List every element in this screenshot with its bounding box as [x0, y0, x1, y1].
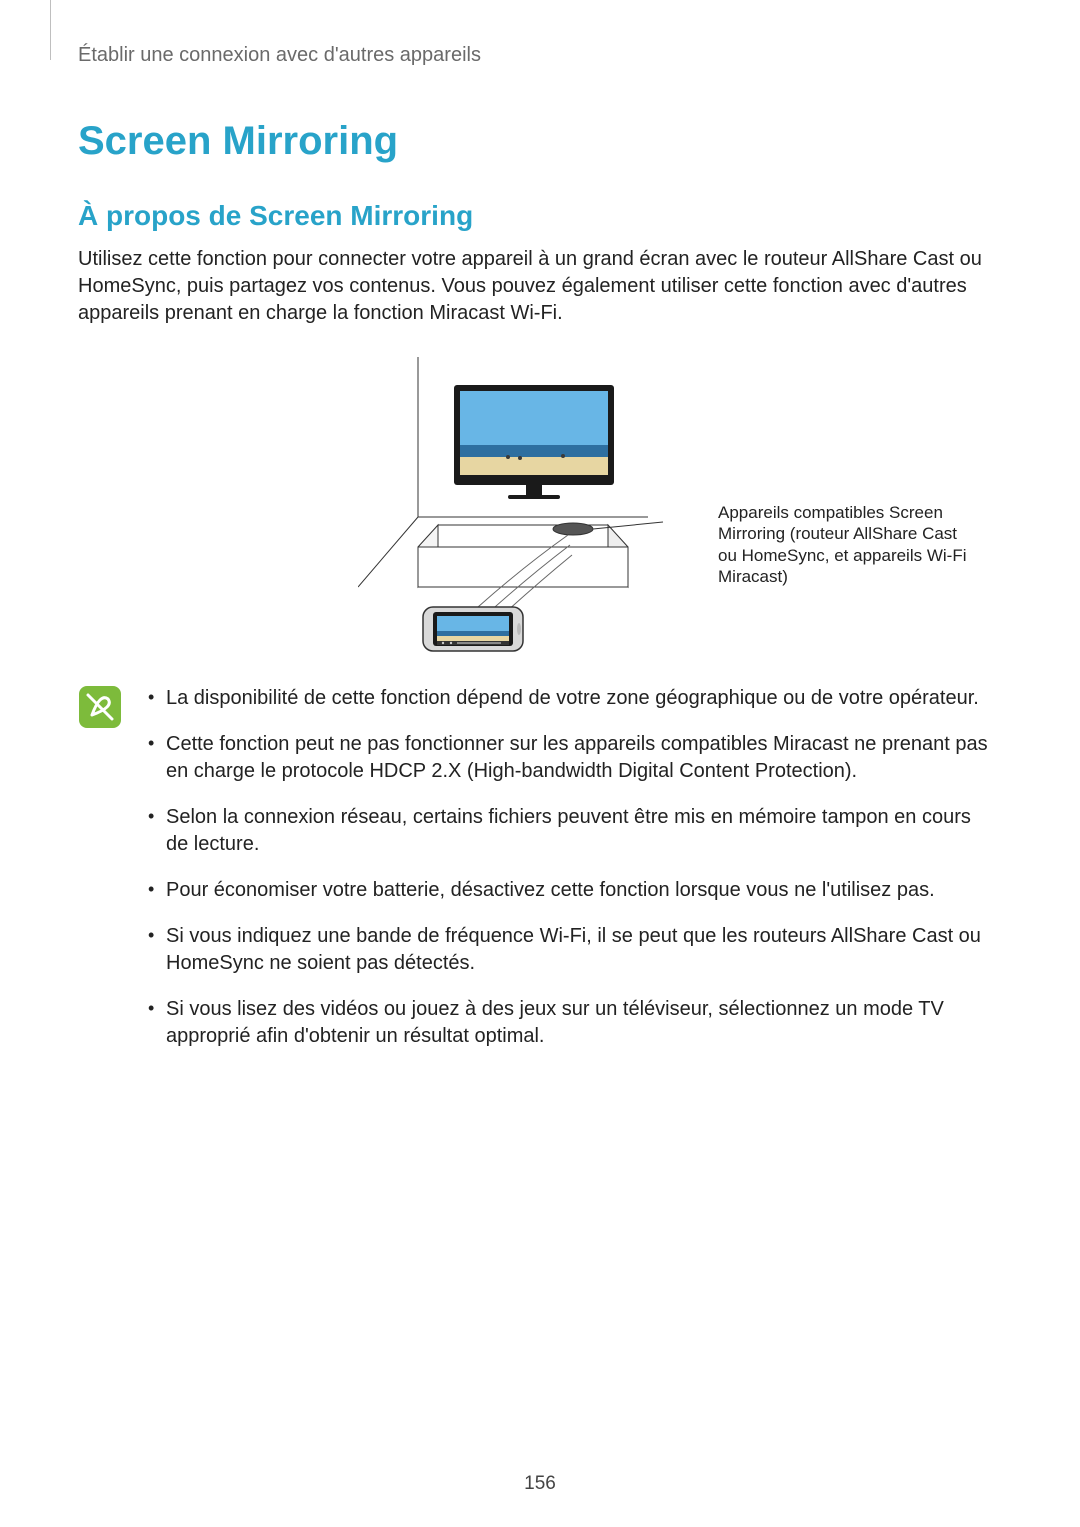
intro-paragraph: Utilisez cette fonction pour connecter v…	[78, 246, 988, 327]
margin-rule	[50, 0, 51, 60]
note-block: La disponibilité de cette fonction dépen…	[78, 685, 1002, 1069]
diagram-wrap: Appareils compatibles Screen Mirroring (…	[78, 357, 1002, 657]
note-icon	[78, 685, 122, 729]
page: Établir une connexion avec d'autres appa…	[0, 0, 1080, 1527]
note-item: Selon la connexion réseau, certains fich…	[144, 804, 994, 859]
screen-mirroring-diagram	[358, 357, 668, 657]
note-item: Si vous lisez des vidéos ou jouez à des …	[144, 996, 994, 1051]
note-item: Cette fonction peut ne pas fonctionner s…	[144, 731, 994, 786]
running-head: Établir une connexion avec d'autres appa…	[78, 44, 1002, 67]
diagram-callout: Appareils compatibles Screen Mirroring (…	[718, 502, 978, 587]
note-item: La disponibilité de cette fonction dépen…	[144, 685, 994, 713]
section-title: Screen Mirroring	[78, 119, 1002, 164]
page-number: 156	[0, 1473, 1080, 1495]
section-subtitle: À propos de Screen Mirroring	[78, 200, 1002, 232]
note-list: La disponibilité de cette fonction dépen…	[144, 685, 994, 1069]
note-item: Si vous indiquez une bande de fréquence …	[144, 923, 994, 978]
note-item: Pour économiser votre batterie, désactiv…	[144, 877, 994, 905]
